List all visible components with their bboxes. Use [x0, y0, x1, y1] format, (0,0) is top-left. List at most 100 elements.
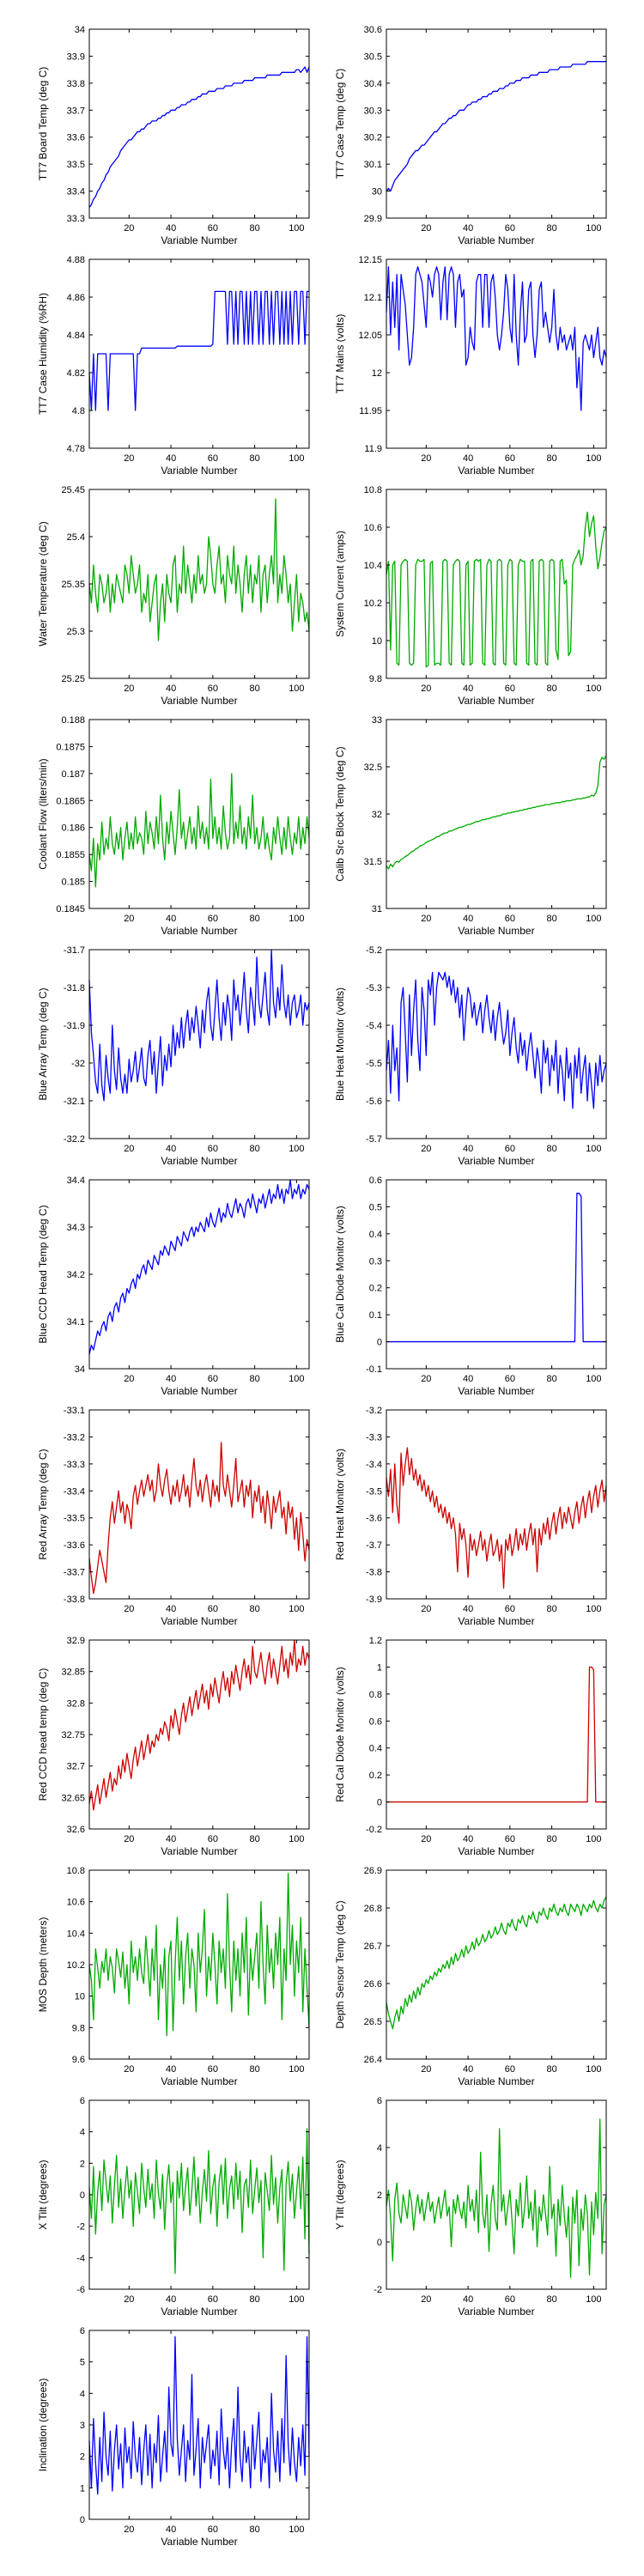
- series-line: [386, 61, 606, 192]
- y-tick-label: -5.3: [366, 983, 382, 993]
- x-axis-label: Variable Number: [161, 1385, 237, 1397]
- chart-panel-2: 20 40 60 80 100 29.9 30 30.1 30.2 30.3 30.4 30.5 30.…: [334, 25, 607, 246]
- x-tick-label: 20: [421, 1374, 431, 1384]
- y-tick-label: 0.6: [369, 1716, 382, 1727]
- y-tick-label: 30.5: [364, 52, 382, 62]
- series-line: [88, 1639, 310, 1811]
- x-tick-label: 80: [249, 683, 259, 694]
- series-line: [88, 2128, 310, 2275]
- x-tick-label: 20: [124, 2524, 134, 2535]
- y-tick-label: 0.2: [369, 1771, 382, 1781]
- x-tick-label: 80: [249, 914, 259, 924]
- chart-panel-3: 20 40 60 80 100 4.78 4.8 4.82 4.84 4.86 4.88 Variab…: [37, 255, 310, 477]
- y-tick-label: 0.1875: [56, 742, 85, 752]
- x-tick-label: 60: [208, 2524, 218, 2535]
- y-tick-label: -31.7: [64, 945, 85, 956]
- y-tick-label: 10.6: [364, 523, 382, 533]
- y-tick-label: -3.5: [366, 1486, 382, 1497]
- axes-box: [88, 28, 310, 219]
- y-tick-label: 33.4: [67, 187, 85, 197]
- y-tick-label: 30.6: [364, 25, 382, 35]
- y-tick-label: 30: [372, 187, 382, 197]
- y-tick-label: 0.1845: [56, 904, 85, 914]
- x-tick-label: 60: [208, 914, 218, 924]
- x-tick-label: 60: [505, 1374, 515, 1384]
- y-tick-label: 26.6: [364, 1979, 382, 1990]
- x-tick-label: 60: [208, 683, 218, 694]
- y-tick-label: 9.8: [72, 2023, 85, 2033]
- x-tick-label: 100: [289, 1374, 304, 1384]
- x-tick-label: 60: [208, 1834, 218, 1844]
- x-tick-label: 20: [421, 2294, 431, 2305]
- y-tick-label: 9.8: [369, 674, 382, 684]
- y-tick-label: 0.6: [369, 1176, 382, 1186]
- y-tick-label: 0.3: [369, 1256, 382, 1267]
- y-tick-label: 26.5: [364, 2017, 382, 2027]
- x-tick-label: 60: [505, 1604, 515, 1614]
- x-tick-label: 60: [208, 223, 218, 234]
- y-tick-label: -3.9: [366, 1595, 382, 1605]
- x-tick-label: 80: [249, 1374, 259, 1384]
- x-tick-label: 80: [546, 1144, 556, 1154]
- x-axis-label: Variable Number: [458, 1845, 534, 1857]
- y-tick-label: -33.2: [64, 1432, 85, 1443]
- y-tick-label: 2: [377, 2190, 382, 2201]
- y-tick-label: 6: [377, 2096, 382, 2106]
- x-tick-label: 100: [289, 2524, 304, 2535]
- x-tick-label: 80: [546, 1834, 556, 1844]
- x-tick-label: 20: [421, 1604, 431, 1614]
- chart-panel-21: 20 40 60 80 100 0 1 2 3 4 5 6 Variable Number Inclina…: [37, 2326, 310, 2548]
- x-tick-label: 80: [546, 453, 556, 464]
- x-axis-label: Variable Number: [161, 1615, 237, 1627]
- x-tick-label: 100: [289, 453, 304, 464]
- x-tick-label: 100: [586, 914, 601, 924]
- x-tick-label: 100: [289, 223, 304, 234]
- x-axis-label: Variable Number: [458, 695, 534, 707]
- y-tick-label: 3: [80, 2421, 85, 2431]
- y-tick-label: 6: [80, 2326, 85, 2336]
- x-tick-label: 100: [586, 2064, 601, 2075]
- y-axis-label: Coolant Flow (liters/min): [37, 758, 49, 869]
- y-tick-label: 32.6: [67, 1825, 85, 1835]
- y-tick-label: 0: [377, 1338, 382, 1348]
- y-tick-label: 34: [75, 25, 85, 35]
- x-tick-label: 20: [124, 914, 134, 924]
- x-tick-label: 20: [421, 2064, 431, 2075]
- y-axis-label: Red Cal Diode Monitor (volts): [334, 1667, 346, 1801]
- x-tick-label: 80: [249, 223, 259, 234]
- y-tick-label: 32.8: [67, 1698, 85, 1709]
- y-tick-label: -5.4: [366, 1021, 382, 1031]
- y-tick-label: -5.6: [366, 1097, 382, 1107]
- x-axis-label: Variable Number: [458, 925, 534, 937]
- y-tick-label: 31: [372, 904, 382, 914]
- x-axis-label: Variable Number: [161, 465, 237, 477]
- y-tick-label: 10.2: [67, 1960, 85, 1971]
- x-tick-label: 20: [124, 453, 134, 464]
- x-tick-label: 40: [166, 683, 176, 694]
- x-tick-label: 80: [249, 2064, 259, 2075]
- chart-panel-13: 20 40 60 80 100 -33.8 -33.7 -33.6 -33.5 -33.4 -33.…: [37, 1406, 310, 1627]
- y-tick-label: 4.86: [67, 293, 85, 303]
- chart-panel-1: 20 40 60 80 100 33.3 33.4 33.5 33.6 33.7 33.8 33.9 3…: [37, 25, 310, 246]
- y-tick-label: 9.6: [72, 2055, 85, 2065]
- x-tick-label: 80: [249, 1834, 259, 1844]
- x-tick-label: 40: [166, 2524, 176, 2535]
- y-tick-label: -31.9: [64, 1021, 85, 1031]
- x-tick-label: 60: [505, 223, 515, 234]
- chart-panel-6: 20 40 60 80 100 9.8 10 10.2 10.4 10.6 10.8 Variable…: [334, 485, 607, 707]
- x-tick-label: 100: [586, 1144, 601, 1154]
- y-tick-label: 10.2: [364, 598, 382, 609]
- x-tick-label: 80: [249, 2294, 259, 2305]
- series-line: [88, 1873, 310, 2037]
- x-tick-label: 40: [463, 2294, 473, 2305]
- x-tick-label: 40: [463, 223, 473, 234]
- chart-panel-7: 20 40 60 80 100 0.1845 0.185 0.1855 0.186 0.1865 0…: [37, 715, 310, 937]
- x-axis-label: Variable Number: [161, 695, 237, 707]
- y-axis-label: Blue CCD Head Temp (deg C): [37, 1205, 49, 1343]
- x-tick-label: 40: [166, 1604, 176, 1614]
- y-tick-label: -32.2: [64, 1134, 85, 1145]
- y-tick-label: 4.8: [72, 406, 85, 416]
- y-tick-label: 32.7: [67, 1762, 85, 1772]
- y-tick-label: 4.88: [67, 255, 85, 265]
- axes-box: [88, 1409, 310, 1600]
